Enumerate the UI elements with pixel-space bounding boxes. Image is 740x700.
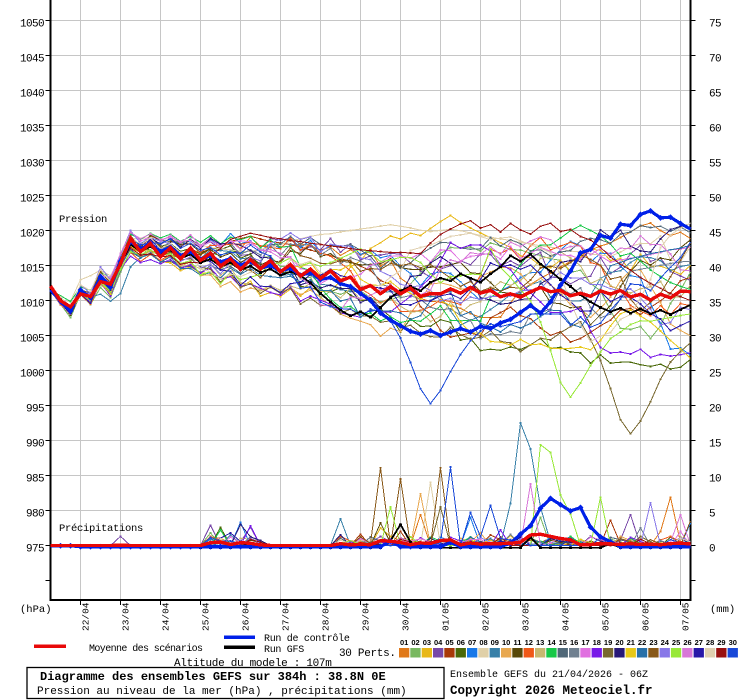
- svg-text:30/04: 30/04: [401, 602, 412, 631]
- svg-text:1025: 1025: [20, 194, 44, 206]
- svg-text:02: 02: [411, 638, 419, 647]
- svg-text:03/05: 03/05: [521, 602, 532, 631]
- svg-text:985: 985: [26, 474, 44, 486]
- svg-text:1000: 1000: [20, 369, 44, 381]
- svg-text:30: 30: [729, 638, 737, 647]
- svg-text:30: 30: [709, 334, 721, 346]
- svg-text:70: 70: [709, 54, 721, 66]
- svg-text:06/05: 06/05: [641, 602, 652, 631]
- svg-text:10: 10: [709, 474, 721, 486]
- svg-text:(hPa): (hPa): [20, 604, 52, 616]
- svg-text:27: 27: [695, 638, 703, 647]
- svg-text:26: 26: [683, 638, 691, 647]
- svg-text:05: 05: [445, 638, 453, 647]
- svg-text:1020: 1020: [20, 229, 44, 241]
- svg-text:(mm): (mm): [710, 604, 735, 616]
- svg-text:990: 990: [26, 439, 44, 451]
- svg-text:14: 14: [547, 638, 556, 647]
- svg-text:03: 03: [423, 638, 431, 647]
- svg-text:35: 35: [709, 299, 721, 311]
- svg-text:975: 975: [26, 544, 44, 556]
- svg-text:5: 5: [709, 509, 715, 521]
- svg-text:22/04: 22/04: [81, 602, 92, 631]
- svg-text:07/05: 07/05: [681, 602, 692, 631]
- svg-text:21: 21: [627, 638, 635, 647]
- svg-text:Ensemble GEFS du 21/04/2026 -: Ensemble GEFS du 21/04/2026 - 06Z: [450, 669, 648, 681]
- svg-text:15: 15: [709, 439, 721, 451]
- svg-text:18: 18: [593, 638, 601, 647]
- svg-text:995: 995: [26, 404, 44, 416]
- svg-text:65: 65: [709, 89, 721, 101]
- svg-text:20: 20: [615, 638, 623, 647]
- svg-text:Run GFS: Run GFS: [264, 645, 304, 656]
- svg-text:1045: 1045: [20, 54, 44, 66]
- svg-text:22: 22: [638, 638, 646, 647]
- svg-text:26/04: 26/04: [241, 602, 252, 631]
- svg-text:09: 09: [491, 638, 499, 647]
- svg-text:13: 13: [536, 638, 544, 647]
- svg-text:Run de contrôle: Run de contrôle: [264, 633, 350, 645]
- svg-text:19: 19: [604, 638, 612, 647]
- svg-text:15: 15: [559, 638, 567, 647]
- svg-text:28/04: 28/04: [321, 602, 332, 631]
- svg-text:24/04: 24/04: [161, 602, 172, 631]
- svg-text:23/04: 23/04: [121, 602, 132, 631]
- svg-text:980: 980: [26, 509, 44, 521]
- svg-text:1050: 1050: [20, 19, 44, 31]
- svg-text:Moyenne des scénarios: Moyenne des scénarios: [89, 643, 203, 655]
- svg-text:28: 28: [706, 638, 714, 647]
- svg-text:12: 12: [525, 638, 533, 647]
- svg-text:04: 04: [434, 638, 443, 647]
- svg-text:1030: 1030: [20, 159, 44, 171]
- svg-text:1005: 1005: [20, 334, 44, 346]
- svg-text:30 Perts.: 30 Perts.: [339, 648, 396, 660]
- svg-text:0: 0: [709, 544, 715, 556]
- svg-text:04/05: 04/05: [561, 602, 572, 631]
- svg-text:25: 25: [672, 638, 680, 647]
- svg-text:07: 07: [468, 638, 476, 647]
- svg-text:29: 29: [717, 638, 725, 647]
- svg-text:02/05: 02/05: [481, 602, 492, 631]
- svg-text:50: 50: [709, 194, 721, 206]
- svg-text:25: 25: [709, 369, 721, 381]
- svg-text:01/05: 01/05: [441, 602, 452, 631]
- svg-text:05/05: 05/05: [601, 602, 612, 631]
- svg-text:55: 55: [709, 159, 721, 171]
- svg-text:25/04: 25/04: [201, 602, 212, 631]
- svg-text:1040: 1040: [20, 89, 44, 101]
- svg-text:23: 23: [649, 638, 657, 647]
- svg-text:06: 06: [457, 638, 465, 647]
- svg-text:Précipitations: Précipitations: [59, 523, 143, 535]
- svg-text:1035: 1035: [20, 124, 44, 136]
- svg-text:Copyright 2026 Meteociel.fr: Copyright 2026 Meteociel.fr: [450, 684, 653, 698]
- svg-text:20: 20: [709, 404, 721, 416]
- svg-text:75: 75: [709, 19, 721, 31]
- svg-text:1010: 1010: [20, 299, 44, 311]
- svg-text:10: 10: [502, 638, 510, 647]
- svg-text:40: 40: [709, 264, 721, 276]
- svg-text:45: 45: [709, 229, 721, 241]
- svg-text:60: 60: [709, 124, 721, 136]
- svg-text:29/04: 29/04: [361, 602, 372, 631]
- svg-text:Diagramme des ensembles GEFS s: Diagramme des ensembles GEFS sur 384h : …: [40, 670, 386, 684]
- svg-text:01: 01: [400, 638, 408, 647]
- svg-text:17: 17: [581, 638, 589, 647]
- svg-text:27/04: 27/04: [281, 602, 292, 631]
- svg-text:08: 08: [479, 638, 487, 647]
- svg-text:24: 24: [661, 638, 670, 647]
- svg-text:Pression: Pression: [59, 214, 107, 226]
- svg-text:Pression au niveau de la mer (: Pression au niveau de la mer (hPa) , pré…: [37, 686, 407, 698]
- svg-text:1015: 1015: [20, 264, 44, 276]
- svg-text:16: 16: [570, 638, 578, 647]
- svg-text:11: 11: [514, 638, 522, 647]
